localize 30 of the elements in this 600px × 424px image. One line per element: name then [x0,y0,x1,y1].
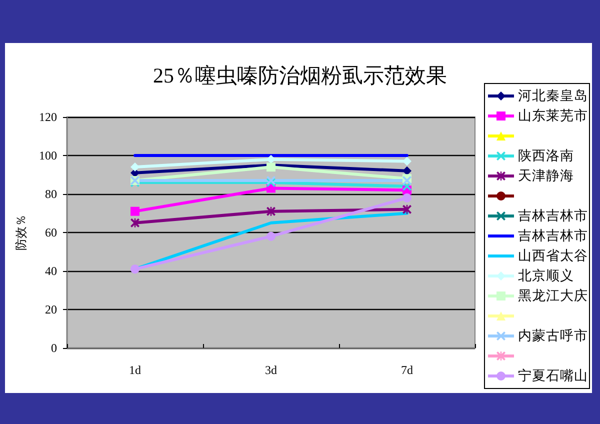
legend-label: 吉林吉林市 [518,208,588,224]
x-tick-label: 7d [401,363,413,377]
legend-label: 河北秦皇岛 [518,88,588,104]
point [402,166,412,176]
y-tick-label: 0 [51,341,57,355]
y-axis-title: 防效％ [14,214,28,250]
legend-label: 黑龙江大庆 [518,288,588,304]
legend-label: 吉林吉林市 [518,228,588,244]
chart-title: 25％噻虫嗪防治烟粉虱示范效果 [153,64,447,88]
y-tick-label: 120 [39,110,57,124]
legend-label: 天津静海 [518,168,574,184]
legend-label: 宁夏石嘴山 [518,368,588,384]
x-tick-label: 1d [129,363,141,377]
point [266,206,276,216]
legend-label: 内蒙古呼市 [518,328,588,344]
point [130,206,140,216]
x-tick-label: 3d [265,363,277,377]
y-tick-label: 40 [45,264,57,278]
legend-label: 北京顺义 [518,268,574,284]
point [402,193,412,202]
y-tick-label: 20 [45,302,57,316]
point [130,162,140,172]
y-tick-label: 80 [45,187,57,201]
legend-label: 山东莱芜市 [518,108,588,124]
y-tick-label: 60 [45,226,57,240]
point [130,264,140,274]
point [266,232,276,241]
legend-label: 陕西洛南 [518,148,574,164]
legend-label: 山西省太谷 [518,248,588,264]
y-tick-label: 100 [39,148,57,162]
